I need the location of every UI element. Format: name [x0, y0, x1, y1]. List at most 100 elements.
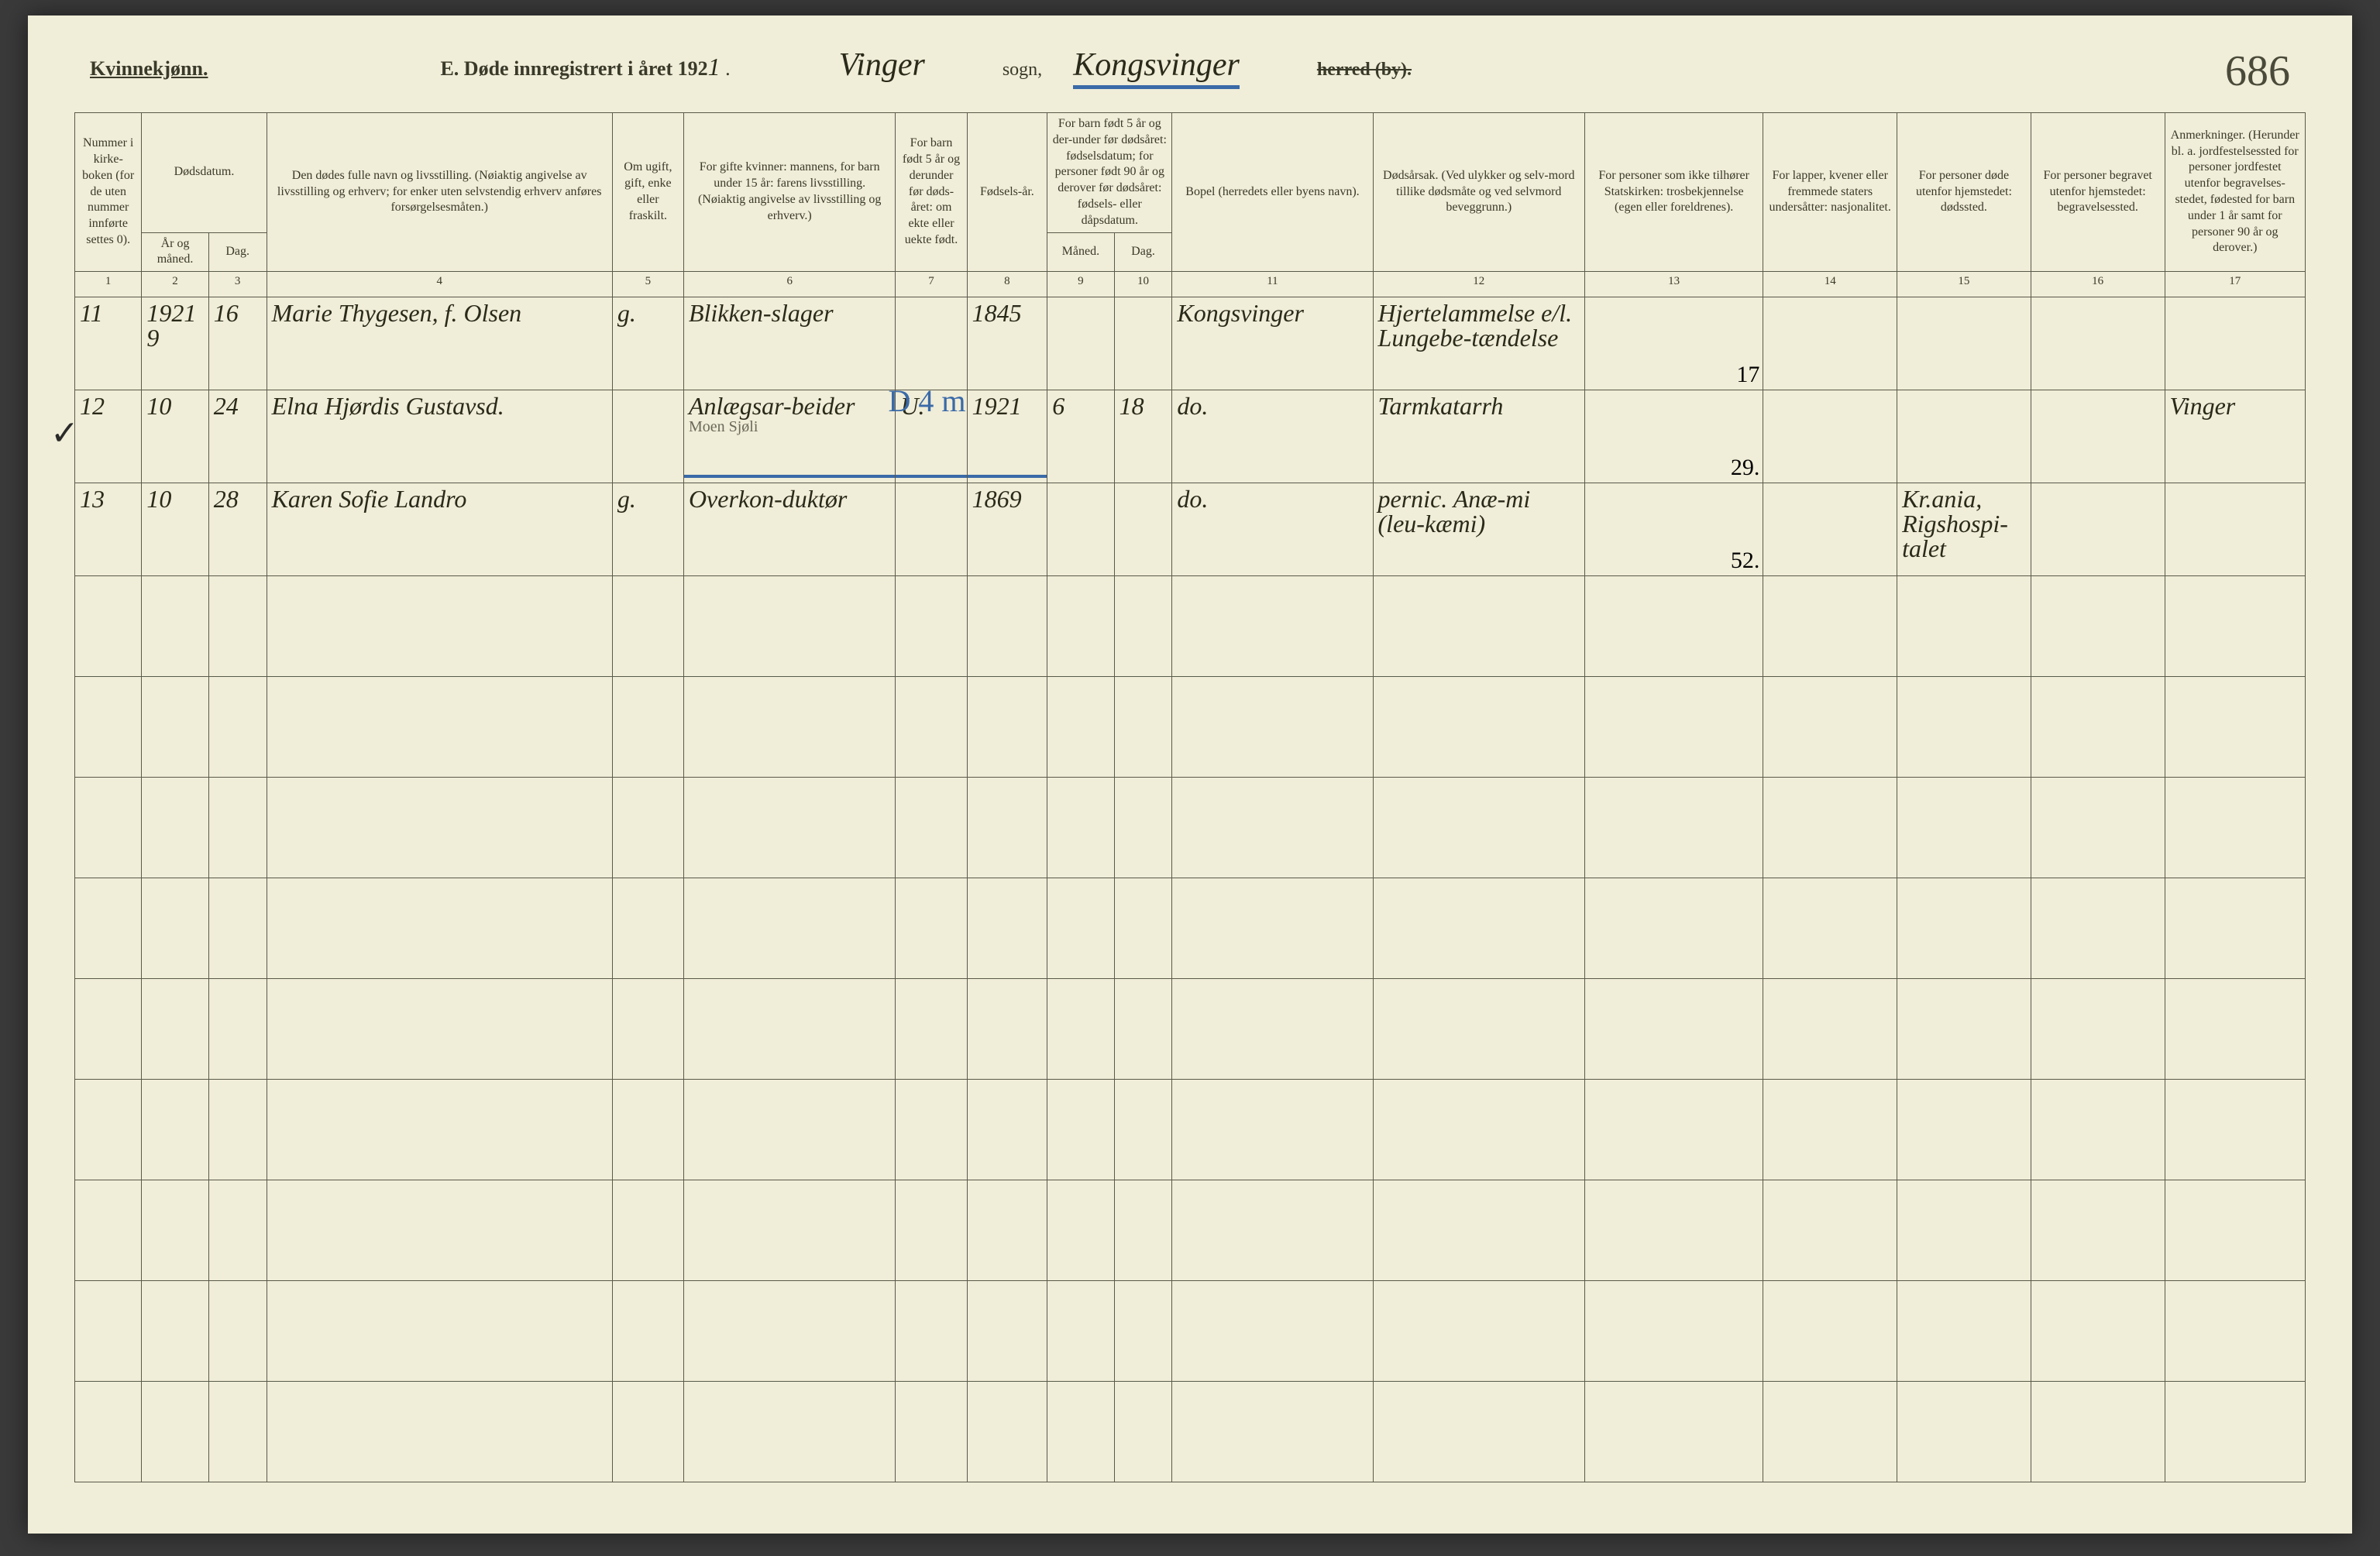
empty-cell: [683, 1382, 896, 1482]
col-header-8: Fødsels-år.: [967, 113, 1047, 272]
empty-cell: [75, 979, 142, 1080]
col-subheader-10: Dag.: [1114, 232, 1172, 272]
cell-name: Marie Thygesen, f. Olsen: [267, 297, 612, 390]
table-row: [75, 979, 2306, 1080]
column-number: 16: [2031, 272, 2165, 297]
empty-cell: [1047, 979, 1114, 1080]
col-header-2-3-group: Dødsdatum.: [142, 113, 267, 233]
empty-cell: [2031, 778, 2165, 878]
empty-cell: [2165, 576, 2305, 677]
empty-cell: [612, 878, 683, 979]
col-header-16: For personer begravet utenfor hjemstedet…: [2031, 113, 2165, 272]
column-number: 9: [1047, 272, 1114, 297]
table-row: [75, 677, 2306, 778]
cell-sub-number: 29.: [1731, 455, 1760, 481]
empty-cell: [2031, 878, 2165, 979]
cell-num: 11: [75, 297, 142, 390]
cell-residence: do.: [1172, 483, 1373, 576]
cell-year-month: 10: [142, 390, 208, 483]
empty-cell: [1897, 677, 2031, 778]
empty-cell: [967, 778, 1047, 878]
empty-cell: [1373, 979, 1585, 1080]
empty-cell: [2031, 1180, 2165, 1281]
empty-cell: [2165, 778, 2305, 878]
cell-num: 12✓: [75, 390, 142, 483]
empty-cell: [75, 576, 142, 677]
empty-cell: [612, 677, 683, 778]
col-subheader-2: År og måned.: [142, 232, 208, 272]
empty-cell: [612, 1281, 683, 1382]
table-row: [75, 1281, 2306, 1382]
cell-birth-year: 1845: [967, 297, 1047, 390]
empty-cell: [1114, 576, 1172, 677]
empty-cell: [1172, 878, 1373, 979]
form-title: E. Døde innregistrert i året 1921 .: [440, 54, 730, 81]
empty-cell: [75, 1382, 142, 1482]
empty-cell: [1047, 677, 1114, 778]
empty-cell: [1897, 979, 2031, 1080]
cell-birth-day: [1114, 297, 1172, 390]
empty-cell: [683, 778, 896, 878]
empty-cell: [1763, 778, 1897, 878]
blue-underline: [684, 475, 896, 478]
empty-cell: [1047, 1080, 1114, 1180]
empty-cell: [208, 1180, 267, 1281]
empty-cell: [1114, 1281, 1172, 1382]
title-suffix: .: [721, 57, 731, 80]
cell-birth-year: 1921: [967, 390, 1047, 483]
col-header-4: Den dødes fulle navn og livsstilling. (N…: [267, 113, 612, 272]
cell-birth-month: 6: [1047, 390, 1114, 483]
empty-cell: [1172, 778, 1373, 878]
empty-cell: [683, 576, 896, 677]
empty-cell: [683, 1080, 896, 1180]
empty-cell: [1763, 878, 1897, 979]
empty-cell: [267, 1281, 612, 1382]
empty-cell: [1047, 778, 1114, 878]
empty-cell: [1373, 677, 1585, 778]
empty-cell: [896, 1180, 967, 1281]
empty-cell: [612, 1382, 683, 1482]
empty-cell: [1047, 878, 1114, 979]
empty-cell: [2031, 1281, 2165, 1382]
column-number: 1: [75, 272, 142, 297]
cell-spouse-occ: Overkon-duktør: [683, 483, 896, 576]
empty-cell: [1585, 677, 1763, 778]
cell-burial-place: [2031, 483, 2165, 576]
column-number: 13: [1585, 272, 1763, 297]
empty-cell: [683, 1281, 896, 1382]
empty-cell: [2031, 979, 2165, 1080]
empty-cell: [208, 979, 267, 1080]
empty-cell: [142, 1180, 208, 1281]
checkmark-icon: ✓: [50, 414, 79, 453]
empty-cell: [1172, 576, 1373, 677]
empty-cell: [1114, 1080, 1172, 1180]
empty-cell: [1585, 1180, 1763, 1281]
empty-cell: [2031, 1080, 2165, 1180]
col-header-7: For barn født 5 år og derunder før døds-…: [896, 113, 967, 272]
empty-cell: [967, 677, 1047, 778]
cell-nationality: [1763, 297, 1897, 390]
cell-burial-place: [2031, 297, 2165, 390]
empty-cell: [1897, 878, 2031, 979]
empty-cell: [267, 778, 612, 878]
col-header-15: For personer døde utenfor hjemstedet: dø…: [1897, 113, 2031, 272]
empty-cell: [1585, 576, 1763, 677]
herred-value: Kongsvinger: [1073, 46, 1240, 89]
col-header-6: For gifte kvinner: mannens, for barn und…: [683, 113, 896, 272]
cell-legitimacy: [896, 483, 967, 576]
column-number: 7: [896, 272, 967, 297]
empty-cell: [1763, 677, 1897, 778]
empty-cell: [142, 979, 208, 1080]
empty-cell: [2165, 1281, 2305, 1382]
cell-residence: Kongsvinger: [1172, 297, 1373, 390]
empty-cell: [1763, 1080, 1897, 1180]
column-number: 6: [683, 272, 896, 297]
cell-remarks: [2165, 483, 2305, 576]
empty-cell: [267, 576, 612, 677]
empty-cell: [1763, 979, 1897, 1080]
cell-day: 24: [208, 390, 267, 483]
empty-cell: [1373, 1382, 1585, 1482]
cell-death-place: [1897, 390, 2031, 483]
cell-nationality: [1763, 483, 1897, 576]
col-header-1: Nummer i kirke-boken (for de uten nummer…: [75, 113, 142, 272]
